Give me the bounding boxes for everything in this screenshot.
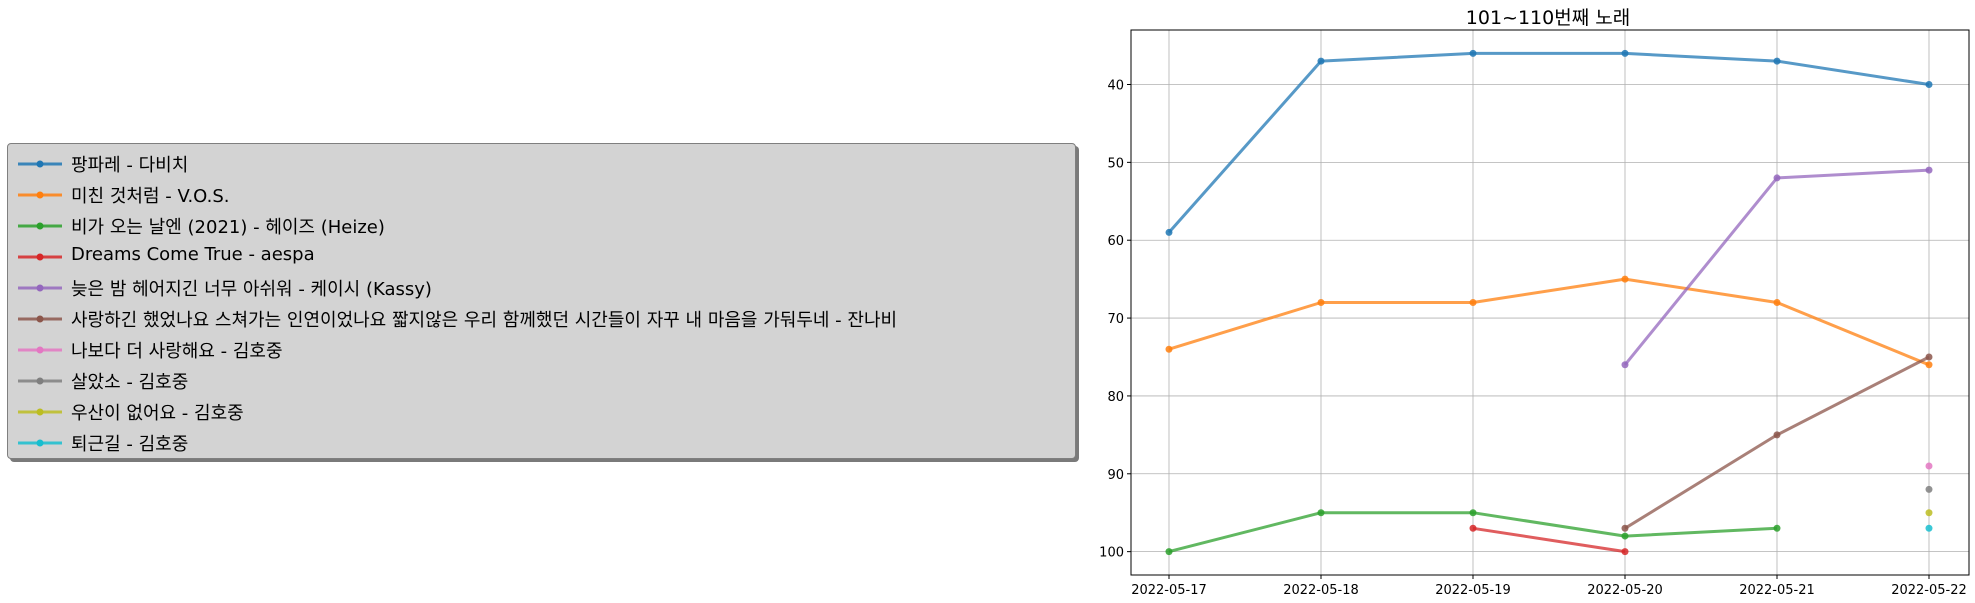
- data-point: [1925, 361, 1933, 369]
- data-point: [1621, 361, 1629, 369]
- data-point: [1773, 431, 1781, 439]
- data-point: [1925, 485, 1933, 493]
- series-5: [1621, 166, 1933, 369]
- data-point: [1925, 166, 1933, 174]
- legend-item: 팡파레 - 다비치: [8, 149, 1075, 180]
- y-tick-label: 90: [1107, 468, 1124, 483]
- data-point: [1773, 299, 1781, 306]
- plot-frame: [1130, 29, 1970, 576]
- legend-swatch: [18, 377, 62, 385]
- series-10: [1925, 524, 1933, 532]
- data-point: [1925, 509, 1933, 517]
- series-line: [1472, 526, 1626, 554]
- legend-label: 살았소 - 김호중: [71, 372, 189, 393]
- data-point: [1317, 509, 1325, 517]
- legend-item: 사랑하긴 했었나요 스쳐가는 인연이었나요 짧지않은 우리 함께했던 시간들이 …: [8, 304, 1075, 335]
- series-1: [1165, 49, 1933, 236]
- x-tick-label: 2022-05-18: [1283, 583, 1359, 598]
- data-point: [1165, 548, 1173, 556]
- legend-label: 우산이 없어요 - 김호중: [71, 403, 244, 424]
- x-tick-label: 2022-05-20: [1587, 583, 1663, 598]
- data-point: [1165, 228, 1173, 236]
- legend-item: 살았소 - 김호중: [8, 366, 1075, 397]
- series-9: [1925, 509, 1933, 517]
- data-point: [1317, 57, 1325, 65]
- y-tick-label: 40: [1107, 79, 1124, 94]
- y-tick-label: 80: [1107, 390, 1124, 405]
- legend-label: 나보다 더 사랑해요 - 김호중: [71, 341, 283, 362]
- data-point: [1925, 462, 1933, 470]
- legend-label: 사랑하긴 했었나요 스쳐가는 인연이었나요 짧지않은 우리 함께했던 시간들이 …: [71, 310, 898, 331]
- data-point: [1621, 532, 1629, 540]
- grid-layer: [1131, 30, 1969, 575]
- y-tick-label: 50: [1107, 156, 1124, 171]
- legend-label: Dreams Come True - aespa: [71, 244, 315, 265]
- y-tick-label: 60: [1107, 234, 1124, 249]
- legend-swatch: [18, 408, 62, 416]
- data-point: [1773, 524, 1781, 532]
- y-tick-label: 70: [1107, 312, 1124, 327]
- series-line: [1168, 277, 1930, 367]
- legend-item: Dreams Come True - aespa: [8, 242, 1075, 273]
- series-6: [1621, 353, 1933, 532]
- data-point: [1317, 299, 1325, 306]
- legend-item: 나보다 더 사랑해요 - 김호중: [8, 335, 1075, 366]
- series-8: [1925, 485, 1933, 493]
- x-tick-label: 2022-05-19: [1435, 583, 1511, 598]
- series-7: [1925, 462, 1933, 470]
- data-point: [1621, 548, 1629, 556]
- series-4: [1469, 524, 1629, 556]
- data-point: [1925, 353, 1933, 361]
- legend-swatch: [18, 191, 62, 199]
- legend-item: 비가 오는 날엔 (2021) - 헤이즈 (Heize): [8, 211, 1075, 242]
- chart-title: 101~110번째 노래: [1466, 7, 1630, 29]
- data-point: [1925, 81, 1933, 88]
- legend-swatch: [18, 160, 62, 168]
- legend-item: 미친 것처럼 - V.O.S.: [8, 180, 1075, 211]
- legend-label: 미친 것처럼 - V.O.S.: [71, 186, 230, 207]
- data-point: [1165, 345, 1173, 353]
- data-point: [1469, 509, 1477, 517]
- legend-label: 팡파레 - 다비치: [71, 155, 189, 176]
- legend-label: 늦은 밤 헤어지긴 너무 아쉬워 - 케이시 (Kassy): [71, 279, 432, 300]
- series-2: [1165, 275, 1933, 369]
- legend-swatch: [18, 253, 62, 261]
- data-point: [1621, 49, 1629, 57]
- data-point: [1621, 524, 1629, 532]
- data-point: [1621, 275, 1629, 283]
- x-tick-label: 2022-05-21: [1739, 583, 1815, 598]
- legend-label: 퇴근길 - 김호중: [71, 434, 189, 455]
- legend-item: 늦은 밤 헤어지긴 너무 아쉬워 - 케이시 (Kassy): [8, 273, 1075, 304]
- y-tick-label: 100: [1099, 546, 1124, 561]
- legend-label: 비가 오는 날엔 (2021) - 헤이즈 (Heize): [71, 217, 385, 238]
- series-3: [1165, 509, 1781, 556]
- data-point: [1469, 299, 1477, 306]
- series-layer: [1165, 49, 1933, 556]
- data-point: [1469, 524, 1477, 532]
- x-tick-label: 2022-05-17: [1131, 583, 1207, 598]
- legend-swatch: [18, 439, 62, 447]
- legend-swatch: [18, 222, 62, 230]
- legend-item: 우산이 없어요 - 김호중: [8, 397, 1075, 428]
- legend-item: 퇴근길 - 김호중: [8, 428, 1075, 459]
- data-point: [1469, 49, 1477, 57]
- legend-swatch: [18, 284, 62, 292]
- data-point: [1925, 524, 1933, 532]
- data-point: [1773, 57, 1781, 65]
- legend-swatch: [18, 346, 62, 354]
- axis-layer: 2022-05-17 2022-05-18 2022-05-19 2022-05-20…: [1099, 79, 1967, 599]
- x-tick-label: 2022-05-22: [1891, 583, 1967, 598]
- series-line: [1167, 51, 1930, 234]
- legend-swatch: [18, 315, 62, 323]
- data-point: [1773, 174, 1781, 182]
